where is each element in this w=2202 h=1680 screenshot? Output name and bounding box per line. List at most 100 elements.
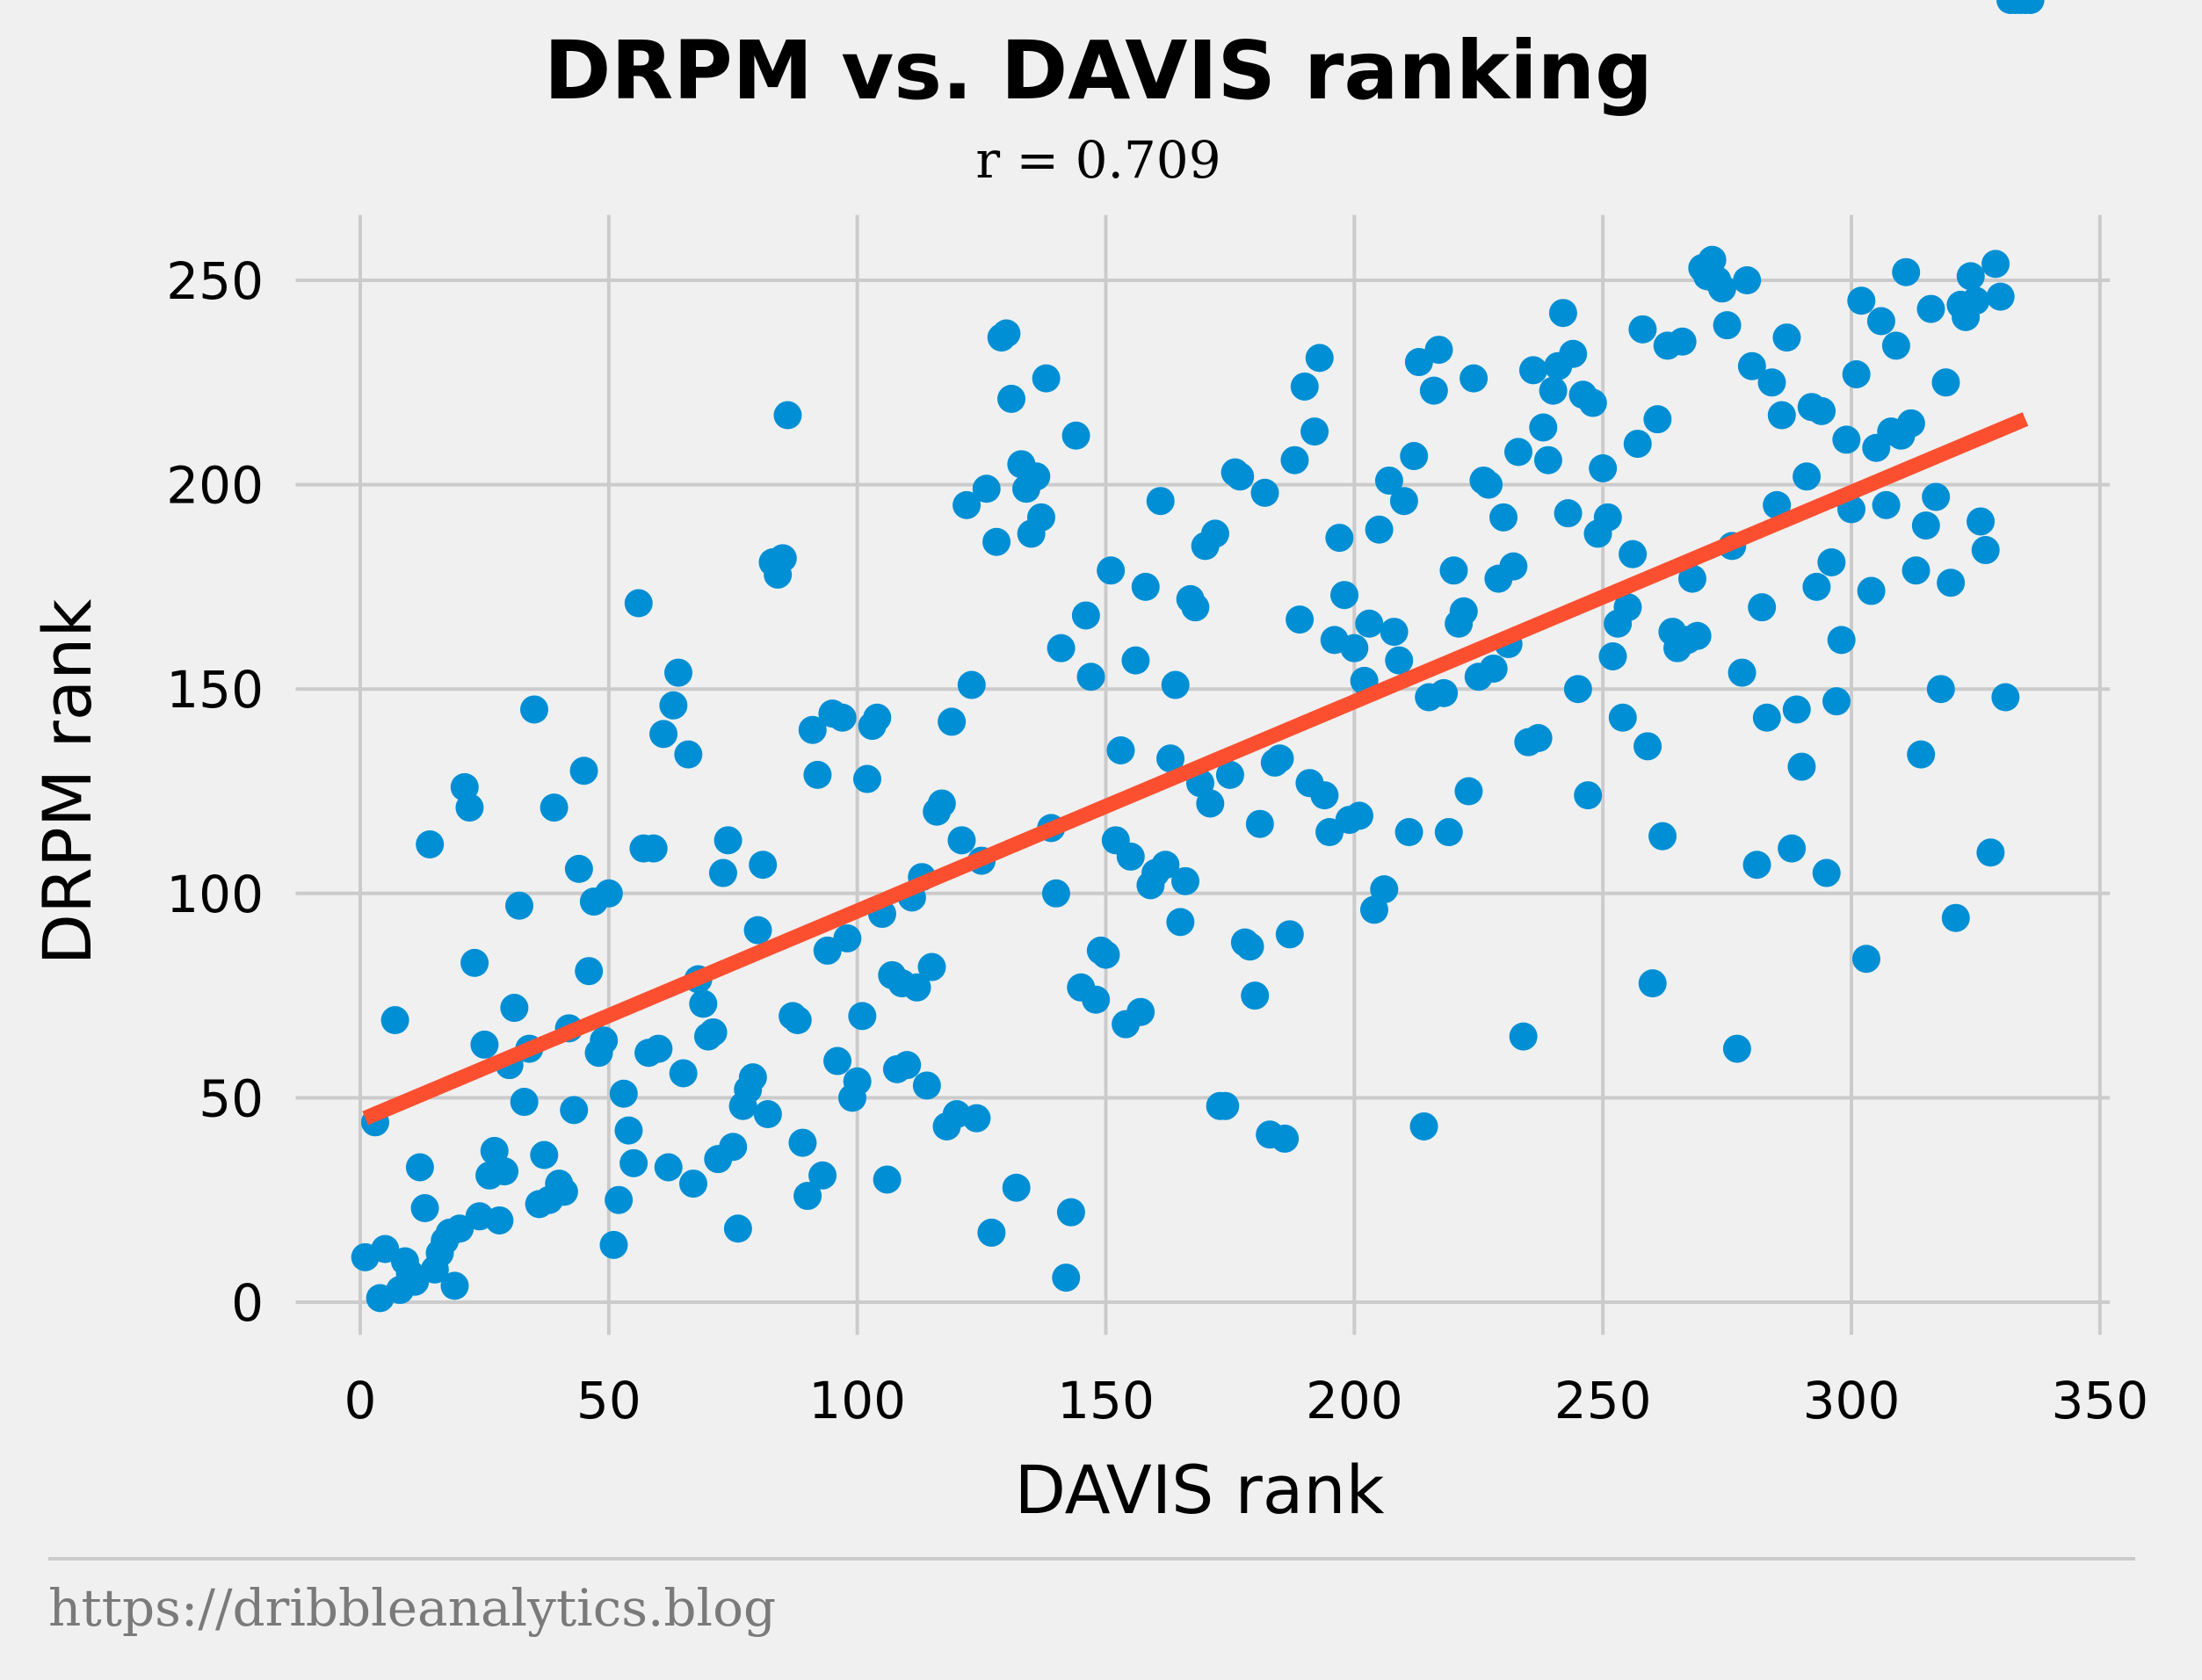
data-point [1106,735,1135,764]
data-point [380,1006,409,1035]
data-point [549,1177,578,1206]
data-point [1156,744,1185,773]
data-point [1419,376,1448,405]
data-point [1211,1091,1240,1120]
data-point [1976,838,2005,867]
data-point [510,1088,539,1117]
data-point [405,1153,434,1182]
y-tick-label: 250 [166,251,264,311]
data-point [1305,344,1334,373]
data-point [1931,368,1960,397]
data-point [1713,311,1742,340]
data-point [1832,425,1861,454]
data-point [1991,683,2020,712]
data-point [614,1116,643,1145]
data-point [1772,323,1801,352]
data-point [833,923,862,952]
data-point [649,720,678,749]
data-point [1981,250,2010,279]
data-point [1807,396,1836,425]
data-point [1344,801,1373,830]
data-point [1643,405,1672,434]
data-point [1215,760,1244,789]
y-tick-label: 0 [231,1273,264,1333]
data-point [743,916,772,945]
data-point [1967,507,1996,536]
y-tick-label: 50 [199,1068,264,1128]
data-point [1748,593,1777,622]
data-point [1171,866,1200,895]
data-point [1533,445,1562,474]
data-point [1911,511,1940,540]
data-point [1241,981,1270,1010]
data-point [624,589,653,618]
data-point [1509,1022,1538,1051]
data-point [674,740,703,769]
data-point [1271,1124,1300,1153]
data-point [1434,818,1463,847]
data-point [605,1185,634,1214]
x-tick-label: 350 [2051,1371,2148,1430]
trend-line-group [362,412,2029,1126]
data-point [977,1218,1006,1247]
data-point [1091,940,1120,969]
data-point [1728,658,1757,687]
data-point [1166,908,1195,937]
data-point [1737,351,1766,380]
data-point [500,994,529,1023]
data-point [1677,564,1706,593]
data-point [1683,621,1712,650]
data-point [1265,744,1294,773]
data-point [1047,634,1076,663]
data-point [938,707,967,736]
data-point [1161,670,1190,699]
data-point [793,1182,822,1211]
y-tick-labels: 0 50 100 150 200 250 [166,251,264,1333]
data-point [699,1017,728,1046]
data-point [1638,969,1667,998]
data-point [1300,417,1329,446]
data-point [1578,388,1607,417]
data-point [1922,482,1951,511]
data-point [1598,641,1627,670]
data-point [540,793,569,822]
data-point [1286,605,1315,634]
data-point [1250,478,1279,507]
x-tick-label: 200 [1306,1371,1403,1430]
data-point [808,1161,837,1190]
data-point [560,1096,589,1125]
data-point [1002,1173,1031,1202]
data-point [1559,339,1588,368]
data-point [997,384,1026,413]
data-point [1633,732,1662,761]
data-point [410,1194,439,1223]
data-point [1896,409,1925,438]
data-point [1430,678,1459,707]
data-point [619,1148,648,1177]
data-point [1374,466,1403,495]
data-point [1409,1112,1438,1141]
data-point [1365,515,1394,544]
data-point [992,319,1021,348]
data-point [1827,626,1856,655]
data-point [1937,568,1966,597]
data-point [1722,1034,1751,1063]
data-point [1280,445,1309,474]
data-point [828,703,857,732]
data-point [1385,646,1414,675]
x-tick-label: 300 [1803,1371,1901,1430]
data-point [917,952,946,981]
data-point [848,1002,877,1031]
data-point [962,1104,991,1133]
x-tick-label: 0 [344,1371,377,1430]
data-point [1245,809,1274,838]
data-point [639,834,668,863]
x-axis-label: DAVIS rank [1014,1451,1384,1529]
data-point [1076,663,1105,692]
data-point [664,658,693,687]
data-point [1061,421,1090,450]
data-point [1857,576,1886,605]
data-point [1554,499,1583,528]
data-point [659,691,688,720]
